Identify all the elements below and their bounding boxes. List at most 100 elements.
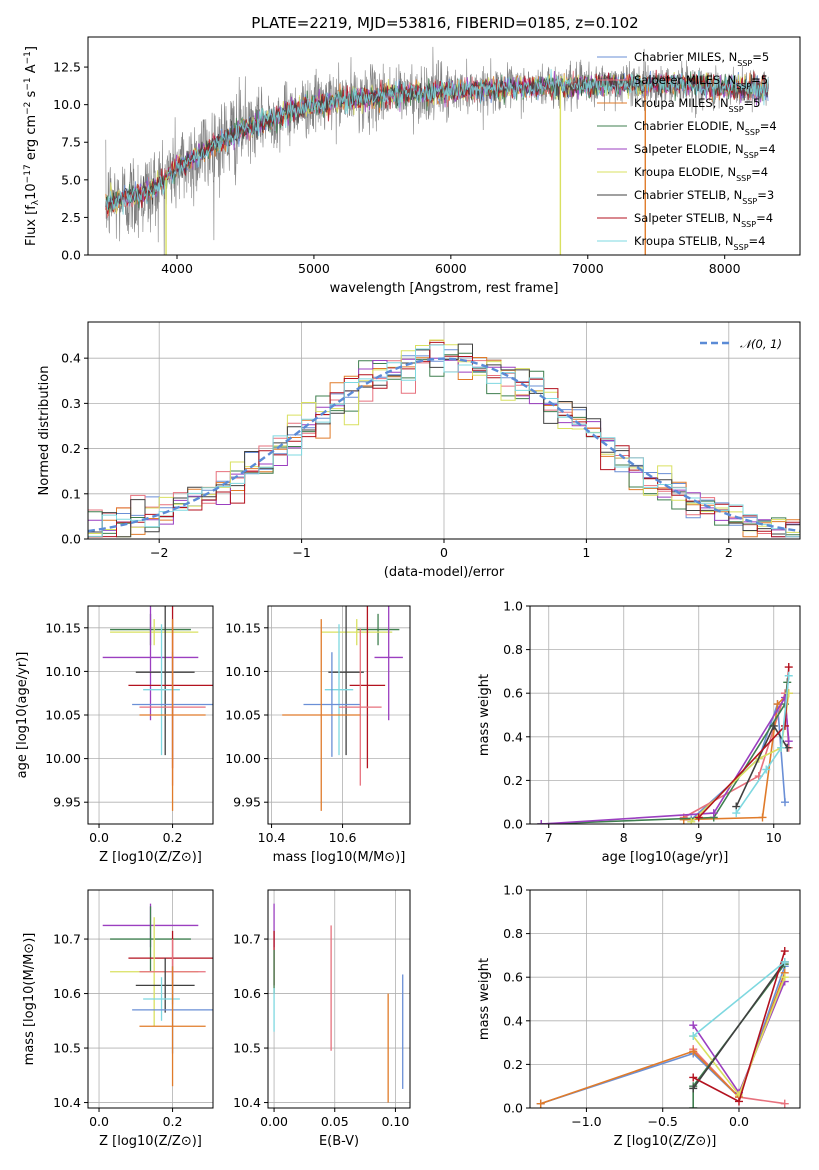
tick-label-x: 6000 <box>435 261 467 276</box>
tick-label-x: 0.0 <box>729 1114 749 1129</box>
plot-area <box>88 339 800 539</box>
tick-label-y: 10.7 <box>233 932 261 947</box>
tick-label-x: 5000 <box>298 261 330 276</box>
x-axis-label: Z [log10(Z/Z⊙)] <box>99 850 202 865</box>
tick-label-y: 0.8 <box>503 642 523 657</box>
legend-entry: Salpeter ELODIE, NSSP=4 <box>634 142 776 160</box>
axes: 0.0 0.2 9.95 10.00 10.05 10.10 10.15 Z [log10(Z… <box>15 605 214 865</box>
tick-label-x: 1 <box>582 545 590 560</box>
tick-label-y: 9.95 <box>233 795 261 810</box>
plot-area <box>102 903 213 1087</box>
gaussian-reference-curve <box>88 357 800 533</box>
tick-label-x: 9 <box>695 830 703 845</box>
tick-label-x: −2 <box>150 545 168 560</box>
tick-label-y: 0.2 <box>503 1057 523 1072</box>
tick-label-x: 0.2 <box>163 1114 183 1129</box>
weight-marker <box>687 817 696 824</box>
weight-line <box>683 692 790 821</box>
histogram-step <box>88 344 800 539</box>
tick-label-x: 7 <box>545 830 553 845</box>
tick-label-x: −0.5 <box>648 1114 678 1129</box>
tick-label-x: 10.6 <box>329 830 357 845</box>
axes-frame <box>87 36 801 256</box>
tick-label-y: 0.2 <box>503 773 523 788</box>
tick-label-x: 0.0 <box>89 1114 109 1129</box>
tick-label-y: 10.05 <box>225 708 261 723</box>
tick-label-y: 5.0 <box>61 172 81 187</box>
weight-marker <box>784 671 793 680</box>
weight-marker <box>689 1104 698 1108</box>
tick-label-x: 0.10 <box>382 1114 410 1129</box>
weight-marker <box>784 737 793 746</box>
tick-label-x: 7000 <box>572 261 604 276</box>
x-axis-label: wavelength [Angstrom, rest frame] <box>330 281 559 296</box>
plot-area <box>536 947 789 1108</box>
x-axis-label: (data-model)/error <box>384 565 505 580</box>
axes: 10.4 10.6 9.95 10.00 10.05 10.10 10.15 mass [lo… <box>225 605 411 865</box>
panel-age_vs_Z: 0.0 0.2 9.95 10.00 10.05 10.10 10.15 Z [log10(Z… <box>15 605 214 865</box>
tick-label-y: 0.2 <box>61 441 81 456</box>
legend-entry: Kroupa ELODIE, NSSP=4 <box>634 165 768 183</box>
y-axis-label: Flux [fλ10−17 erg cm−2 s−1 A−1] <box>23 46 41 246</box>
weight-line <box>735 675 790 814</box>
weight-marker <box>679 815 688 824</box>
axes-frame <box>267 889 411 1109</box>
weight-line <box>541 695 790 824</box>
tick-label-y: 0.0 <box>503 1101 523 1116</box>
x-axis-label: age [log10(age/yr)] <box>602 850 729 865</box>
weight-marker <box>689 1073 698 1082</box>
weight-marker <box>732 809 741 818</box>
tick-label-y: 10.00 <box>45 751 81 766</box>
tick-label-y: 0.8 <box>503 926 523 941</box>
weight-marker <box>780 947 789 956</box>
tick-label-x: 0.0 <box>89 830 109 845</box>
panel-weight_vs_age: 7 8 9 10 0.0 0.2 0.4 0.6 0.8 1.0 age [log10(age/yr… <box>477 599 801 865</box>
weight-marker <box>709 809 718 818</box>
tick-label-y: 2.5 <box>61 210 81 225</box>
weight-marker <box>689 1047 698 1056</box>
weight-marker <box>784 663 793 672</box>
x-axis-label: Z [log10(Z/Z⊙)] <box>99 1134 202 1149</box>
legend-entry: Chabrier STELIB, NSSP=3 <box>634 188 774 206</box>
tick-label-x: 10 <box>766 830 782 845</box>
legend: 𝒩(0, 1) <box>700 337 782 351</box>
legend: Chabrier MILES, NSSP=5 Salpeter MILES, NS… <box>597 50 777 252</box>
weight-line <box>692 961 786 1089</box>
tick-label-y: 10.10 <box>45 664 81 679</box>
weight-marker <box>784 689 793 698</box>
x-axis-label: E(B-V) <box>319 1134 359 1149</box>
axes-frame <box>87 889 214 1109</box>
weight-marker <box>689 1032 698 1041</box>
plot-area <box>282 606 403 811</box>
tick-label-y: 10.0 <box>53 97 81 112</box>
tick-label-y: 1.0 <box>503 599 523 614</box>
plot-area <box>537 663 793 824</box>
tick-label-x: −1 <box>292 545 310 560</box>
tick-label-y: 10.15 <box>45 620 81 635</box>
panel-mass_vs_ebv: 0.00 0.05 0.10 10.4 10.5 10.6 10.7 E(B-V) <box>233 889 411 1149</box>
axes: 7 8 9 10 0.0 0.2 0.4 0.6 0.8 1.0 age [log10(age/yr… <box>477 599 801 865</box>
tick-label-y: 7.5 <box>61 135 81 150</box>
axes: 0.0 0.2 10.4 10.5 10.6 10.7 Z [log10(Z/Z⊙)] mas… <box>22 889 214 1149</box>
legend-entry: Kroupa STELIB, NSSP=4 <box>634 234 765 252</box>
weight-marker <box>758 813 767 822</box>
histogram-step <box>88 341 800 539</box>
weight-marker <box>780 973 789 982</box>
tick-label-x: 10.4 <box>258 830 286 845</box>
panel-age_vs_mass: 10.4 10.6 9.95 10.00 10.05 10.10 10.15 mass [lo… <box>225 605 411 865</box>
weight-line <box>683 692 790 819</box>
panel-spectrum: 4000 5000 6000 7000 8000 0.0 2.5 5.0 7.5 10.0 12.5… <box>23 36 801 296</box>
weight-marker <box>762 765 771 774</box>
model-line <box>105 68 769 211</box>
weight-marker <box>537 820 546 824</box>
tick-label-x: 4000 <box>161 261 193 276</box>
panel-mass_vs_Z: 0.0 0.2 10.4 10.5 10.6 10.7 Z [log10(Z/Z⊙)] mas… <box>22 889 214 1149</box>
legend-entry: Chabrier ELODIE, NSSP=4 <box>634 119 777 137</box>
tick-label-y: 0.0 <box>503 817 523 832</box>
axes: −1.0 −0.5 0.0 0.0 0.2 0.4 0.6 0.8 1.0 Z [log10(Z/… <box>477 883 801 1149</box>
tick-label-x: 0.00 <box>260 1114 288 1129</box>
x-axis-label: Z [log10(Z/Z⊙)] <box>614 1134 717 1149</box>
tick-label-y: 0.4 <box>503 729 523 744</box>
tick-label-y: 10.5 <box>53 1041 81 1056</box>
